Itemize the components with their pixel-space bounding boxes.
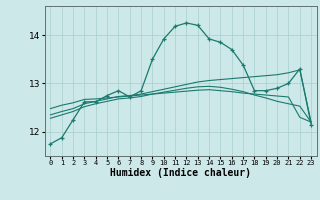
X-axis label: Humidex (Indice chaleur): Humidex (Indice chaleur) bbox=[110, 168, 251, 178]
